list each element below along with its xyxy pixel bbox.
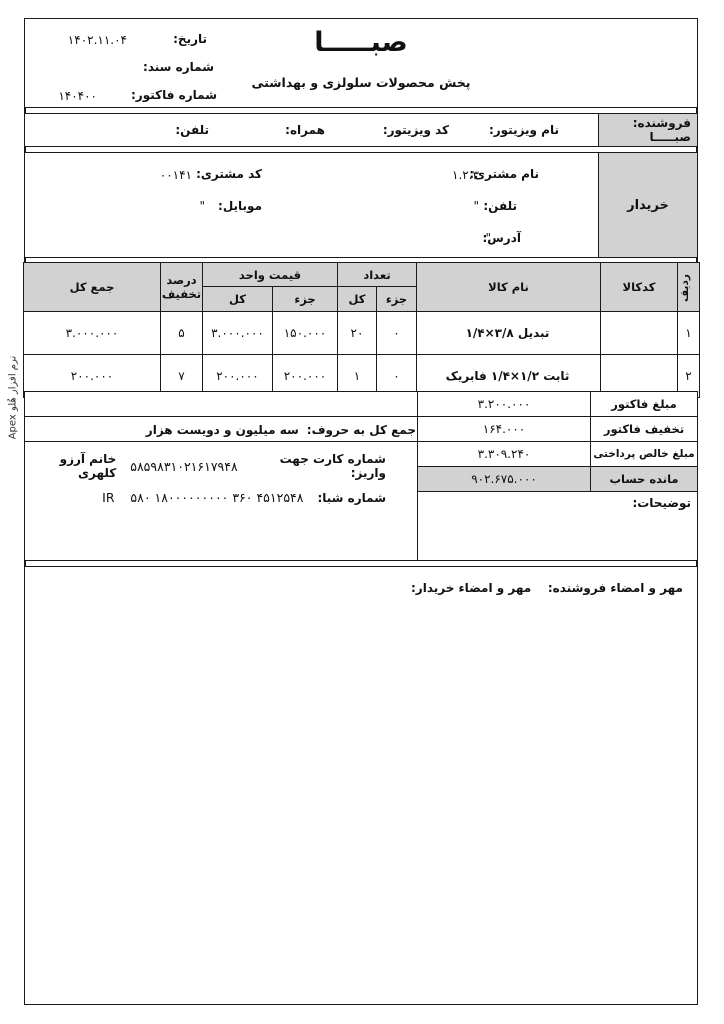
- buyer-address-label: آدرس:: [482, 231, 521, 245]
- col-header-name: نام کالا: [416, 262, 601, 312]
- cell-qty-total: ۱: [336, 354, 378, 398]
- cell-qty-total: ۲۰: [336, 311, 378, 355]
- col-header-qty-part: جزء: [376, 286, 417, 312]
- net-payable-label: مبلغ خالص پرداختی: [590, 442, 697, 466]
- balance-value: ۹۰۲.۶۷۵.۰۰۰: [418, 467, 590, 491]
- cell-name: تبدیل ۳/۸×۱/۴: [416, 311, 601, 355]
- items-table: ردیف کدکالا نام کالا تعداد قیمت واحد درص…: [22, 262, 700, 398]
- cell-total: ۳.۰۰۰.۰۰۰: [22, 311, 161, 355]
- payment-zone: جمع کل به حروف: سه میلیون و دویست هزار ش…: [25, 392, 420, 562]
- card-line: شماره کارت جهت واریز: ۵۸۵۹۸۳۱۰۲۱۶۱۷۹۴۸ خ…: [25, 452, 386, 480]
- invoice-amount-label: مبلغ فاکتور: [590, 392, 697, 416]
- invoice-no-value: ۱۴۰۴۰۰: [58, 89, 97, 103]
- sheba-line: شماره شبا: IR ۵۸۰ ۱۸۰۰۰۰۰۰۰۰۰ ۳۶۰ ۴۵۱۲۵۴…: [102, 490, 386, 505]
- cell-qty-part: ۰: [376, 311, 417, 355]
- buyer-box: خریدار نام مشتری: ۱.۲.۳ کد مشتری: ۰۰۱۴۱ …: [24, 152, 698, 258]
- balance-row: مانده حساب ۹۰۲.۶۷۵.۰۰۰: [418, 467, 697, 492]
- customer-code-value: ۰۰۱۴۱: [159, 168, 192, 182]
- sheba-number: IR ۵۸۰ ۱۸۰۰۰۰۰۰۰۰۰ ۳۶۰ ۴۵۱۲۵۴۸: [102, 490, 304, 505]
- seller-mobile-label: همراه:: [285, 123, 325, 137]
- buyer-mobile-label: موبایل:: [218, 199, 262, 213]
- card-number: ۵۸۵۹۸۳۱۰۲۱۶۱۷۹۴۸: [130, 458, 238, 474]
- cell-row-no: ۱: [677, 311, 700, 355]
- invoice-discount-value: ۱۶۴.۰۰۰: [482, 422, 526, 436]
- cell-code: [600, 354, 678, 398]
- table-row: ۲ ثابت ۱/۲×۱/۴ فابریک ۰ ۱ ۲۰۰.۰۰۰ ۲۰۰.۰۰…: [22, 354, 700, 398]
- visitor-code-label: کد ویزیتور:: [382, 123, 449, 137]
- invoice-discount-label: تخفیف فاکتور: [590, 417, 697, 441]
- net-payable-value: ۳.۳۰۹.۲۴۰: [477, 447, 531, 461]
- total-words-label: جمع کل به حروف:: [306, 422, 416, 437]
- cell-name: ثابت ۱/۲×۱/۴ فابریک: [416, 354, 601, 398]
- invoice-no-label: شماره فاکتور:: [131, 88, 217, 102]
- card-holder: خانم آرزو کلهری: [59, 452, 117, 480]
- total-in-words: جمع کل به حروف: سه میلیون و دویست هزار: [25, 418, 416, 441]
- summary-divider: [417, 392, 418, 560]
- buyer-phone-label: تلفن:: [483, 199, 517, 213]
- sheba-label: شماره شبا:: [317, 490, 386, 505]
- buyer-signature-label: مهر و امضاء خریدار:: [411, 581, 532, 595]
- buyer-phone-value: ": [473, 199, 479, 213]
- summary-box: مبلغ فاکتور ۳.۲۰۰.۰۰۰ تخفیف فاکتور ۱۶۴.۰…: [24, 391, 698, 561]
- software-watermark: نرم افزار هُلو Apex: [7, 355, 19, 440]
- company-name: صبـــــا: [314, 27, 408, 58]
- seller-title: فروشنده: صبـــــا: [598, 114, 697, 146]
- card-label: شماره کارت جهت واریز:: [279, 452, 386, 480]
- buyer-mobile-value: ": [199, 199, 205, 213]
- customer-name-label: نام مشتری:: [469, 167, 539, 181]
- col-header-qty: تعداد: [336, 262, 418, 287]
- buyer-address-value: ": [485, 231, 491, 245]
- buyer-title: خریدار: [598, 153, 697, 257]
- date-value: ۱۴۰۲.۱۱.۰۴: [67, 33, 127, 47]
- cell-discount: ۷: [159, 354, 203, 398]
- col-header-price-total: کل: [201, 286, 273, 312]
- col-header-price-part: جزء: [271, 286, 338, 312]
- seller-signature-label: مهر و امضاء فروشنده:: [547, 581, 683, 595]
- col-header-qty-total: کل: [336, 286, 378, 312]
- invoice-amount-row: مبلغ فاکتور ۳.۲۰۰.۰۰۰: [418, 392, 697, 417]
- cell-code: [600, 311, 678, 355]
- seller-phone-label: تلفن:: [175, 123, 209, 137]
- date-label: تاریخ:: [173, 32, 207, 46]
- cell-discount: ۵: [159, 311, 203, 355]
- col-header-grand-total: جمع کل: [22, 262, 161, 312]
- col-header-unit-price: قیمت واحد: [201, 262, 338, 287]
- col-header-row: ردیف: [677, 262, 700, 312]
- col-header-code: کدکالا: [600, 262, 678, 312]
- customer-name-value: ۱.۲.۳: [452, 168, 479, 182]
- doc-no-label: شماره سند:: [143, 60, 214, 74]
- header-box: صبـــــا پخش محصولات سلولزی و بهداشتی تا…: [24, 18, 698, 108]
- cell-price-total: ۳.۰۰۰.۰۰۰: [201, 311, 273, 355]
- invoice-discount-row: تخفیف فاکتور ۱۶۴.۰۰۰: [418, 417, 697, 442]
- signature-box: مهر و امضاء فروشنده: مهر و امضاء خریدار:: [24, 566, 698, 1005]
- total-words-value: سه میلیون و دویست هزار: [145, 422, 299, 437]
- table-row: ۱ تبدیل ۳/۸×۱/۴ ۰ ۲۰ ۱۵۰.۰۰۰ ۳.۰۰۰.۰۰۰ ۵…: [22, 311, 700, 355]
- cell-price-part: ۲۰۰.۰۰۰: [271, 354, 338, 398]
- customer-code-label: کد مشتری:: [196, 167, 262, 181]
- seller-box: فروشنده: صبـــــا نام ویزیتور: کد ویزیتو…: [24, 113, 698, 147]
- cell-price-part: ۱۵۰.۰۰۰: [271, 311, 338, 355]
- net-payable-row: مبلغ خالص پرداختی ۳.۳۰۹.۲۴۰: [418, 442, 697, 467]
- company-subtitle: پخش محصولات سلولزی و بهداشتی: [251, 75, 471, 90]
- invoice-amount-value: ۳.۲۰۰.۰۰۰: [477, 397, 531, 411]
- cell-price-total: ۲۰۰.۰۰۰: [201, 354, 273, 398]
- cell-total: ۲۰۰.۰۰۰: [22, 354, 161, 398]
- cell-row-no: ۲: [677, 354, 700, 398]
- balance-label: مانده حساب: [590, 467, 697, 491]
- col-header-discount: درصد تخفیف: [159, 262, 203, 312]
- cell-qty-part: ۰: [376, 354, 417, 398]
- visitor-name-label: نام ویزیتور:: [488, 123, 559, 137]
- notes-label: توضیحات:: [632, 496, 691, 510]
